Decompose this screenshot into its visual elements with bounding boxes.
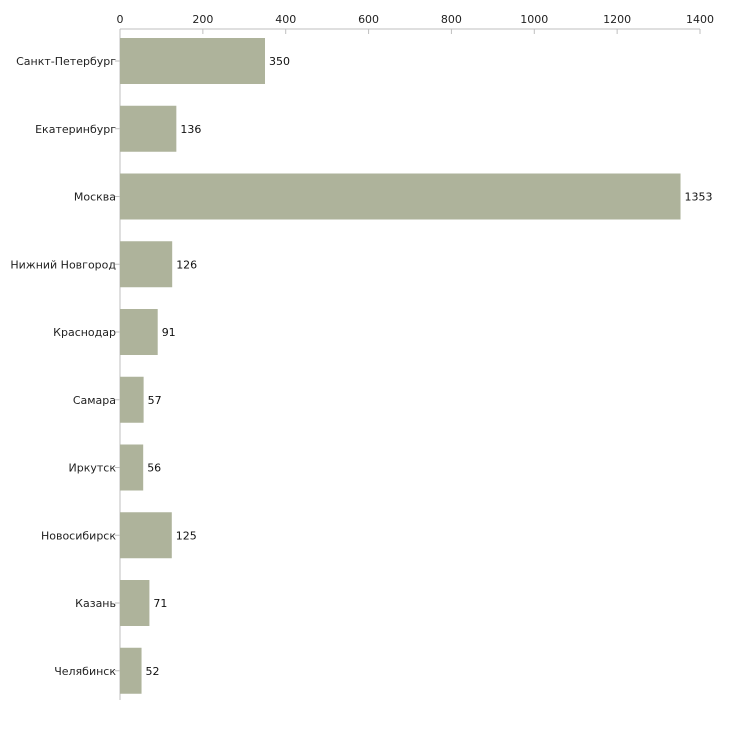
bar (120, 376, 144, 423)
value-label: 91 (162, 326, 176, 339)
category-label: Челябинск (54, 665, 116, 678)
bar (120, 309, 158, 355)
bar (120, 105, 177, 152)
value-label: 52 (146, 665, 160, 678)
bar (120, 38, 265, 84)
x-tick-label: 0 (117, 13, 124, 26)
bars-layer (120, 38, 681, 694)
category-label: Иркутск (69, 462, 117, 475)
labels-layer: Санкт-Петербург 350 Екатеринбург 136 Москва 1… (10, 55, 712, 678)
category-label: Самара (73, 394, 116, 407)
category-label: Нижний Новгород (10, 258, 116, 271)
value-label: 57 (148, 394, 162, 407)
x-tick-label: 1200 (603, 13, 631, 26)
bar (120, 512, 172, 559)
axis-layer: 0 200 400 600 800 1000 1200 1400 (115, 13, 714, 700)
category-label: Казань (75, 597, 116, 610)
category-label: Санкт-Петербург (16, 55, 116, 68)
value-label: 125 (176, 529, 197, 542)
x-tick-label: 1400 (686, 13, 714, 26)
bar (120, 444, 144, 491)
category-label: Екатеринбург (35, 123, 116, 136)
x-tick-label: 1000 (520, 13, 548, 26)
bar (120, 173, 681, 220)
category-label: Новосибирск (41, 529, 116, 542)
value-label: 71 (153, 597, 167, 610)
x-tick-label: 600 (358, 13, 379, 26)
bar (120, 241, 173, 288)
category-label: Краснодар (53, 326, 116, 339)
value-label: 136 (180, 123, 201, 136)
bar (120, 647, 142, 694)
category-label: Москва (74, 191, 116, 204)
bar (120, 580, 150, 626)
value-label: 56 (147, 462, 161, 475)
value-label: 126 (176, 258, 197, 271)
x-tick-label: 200 (192, 13, 213, 26)
value-label: 1353 (685, 191, 713, 204)
value-label: 350 (269, 55, 290, 68)
x-tick-label: 800 (441, 13, 462, 26)
x-tick-label: 400 (275, 13, 296, 26)
